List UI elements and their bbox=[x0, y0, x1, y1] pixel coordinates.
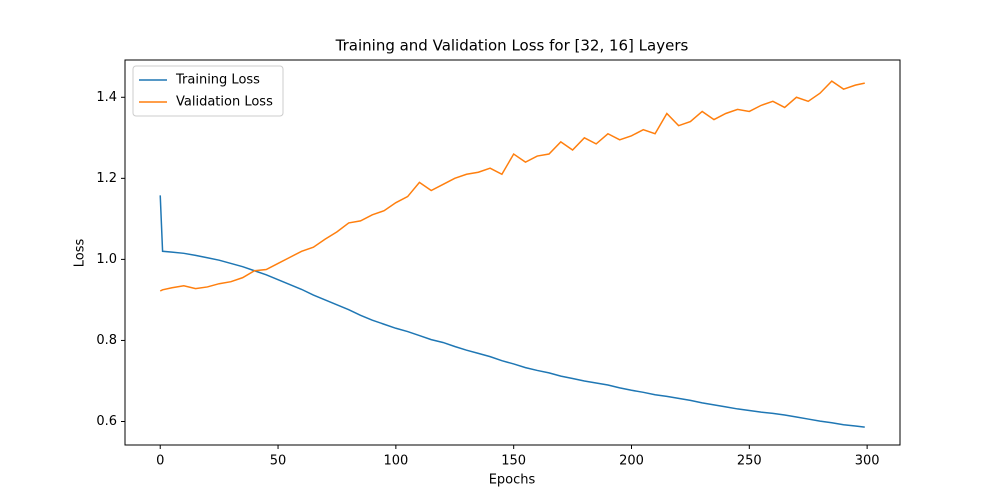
x-tick-label: 50 bbox=[270, 454, 287, 469]
x-tick-label: 100 bbox=[383, 454, 408, 469]
plot-frame bbox=[124, 59, 901, 446]
chart-title: Training and Validation Loss for [32, 16… bbox=[335, 37, 689, 55]
y-tick-label: 1.2 bbox=[96, 171, 117, 186]
x-tick-label: 250 bbox=[737, 454, 762, 469]
legend-label: Training Loss bbox=[175, 73, 260, 88]
legend-label: Validation Loss bbox=[176, 95, 273, 110]
x-tick-label: 300 bbox=[855, 454, 880, 469]
y-tick-label: 0.8 bbox=[96, 333, 117, 348]
y-tick-label: 1.4 bbox=[96, 90, 117, 105]
y-axis-label: Loss bbox=[73, 239, 88, 268]
x-tick-label: 0 bbox=[156, 454, 164, 469]
x-tick-label: 150 bbox=[501, 454, 526, 469]
y-tick-label: 0.6 bbox=[96, 414, 117, 429]
x-tick-label: 200 bbox=[619, 454, 644, 469]
series-line bbox=[159, 195, 865, 428]
series-line bbox=[159, 80, 865, 292]
legend-box bbox=[132, 65, 284, 117]
y-tick-label: 1.0 bbox=[96, 252, 117, 267]
x-axis-label: Epochs bbox=[489, 473, 536, 488]
